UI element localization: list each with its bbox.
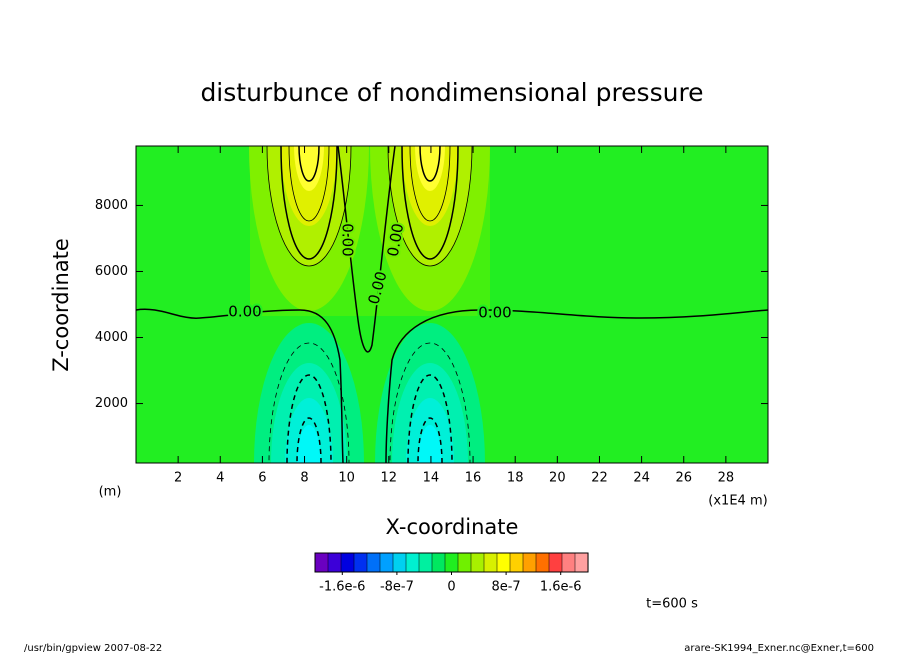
- colorbar-tick-label: 0: [447, 580, 455, 595]
- colorbar-swatch: [548, 552, 563, 573]
- colorbar-swatch: [483, 552, 498, 573]
- colorbar-swatch: [314, 552, 329, 573]
- y-tick-label: 4000: [95, 330, 128, 345]
- footer-right: arare-SK1994_Exner.nc@Exner,t=600: [684, 643, 874, 654]
- colorbar-swatch: [405, 552, 420, 573]
- colorbar-swatch: [444, 552, 459, 573]
- footer-left: /usr/bin/gpview 2007-08-22: [24, 643, 162, 654]
- x-tick-label: 20: [549, 471, 566, 486]
- plot-frame: [135, 145, 769, 464]
- colorbar-swatch: [392, 552, 407, 573]
- x-tick-label: 14: [423, 471, 440, 486]
- colorbar-swatch: [366, 552, 381, 573]
- colorbar-swatch: [353, 552, 368, 573]
- colorbar-swatch: [379, 552, 394, 573]
- x-tick-label: 12: [381, 471, 398, 486]
- x-tick-label: 16: [465, 471, 482, 486]
- contour-field: [136, 146, 768, 463]
- x-tick-label: 24: [633, 471, 650, 486]
- x-tick-label: 2: [174, 471, 182, 486]
- x-tick-label: 10: [338, 471, 355, 486]
- x-axis-label: X-coordinate: [386, 515, 519, 539]
- x-unit: (m): [99, 485, 122, 500]
- contour-label: 0.00: [478, 304, 511, 322]
- x-scale-label: (x1E4 m): [708, 494, 767, 509]
- colorbar-tick-label: 1.6e-6: [540, 580, 582, 595]
- x-tick-label: 6: [258, 471, 266, 486]
- y-tick-label: 8000: [95, 198, 128, 213]
- colorbar-swatch: [418, 552, 433, 573]
- y-tick-label: 6000: [95, 264, 128, 279]
- x-tick-label: 28: [718, 471, 735, 486]
- colorbar-tick-label: -1.6e-6: [319, 580, 365, 595]
- y-tick-label: 2000: [95, 396, 128, 411]
- colorbar-swatch: [431, 552, 446, 573]
- colorbar-swatch: [535, 552, 550, 573]
- colorbar-swatch: [340, 552, 355, 573]
- colorbar-tick-label: -8e-7: [380, 580, 414, 595]
- contour-label: 0.00: [339, 223, 357, 256]
- colorbar-swatch: [509, 552, 524, 573]
- colorbar-swatch: [561, 552, 576, 573]
- colorbar-swatch: [327, 552, 342, 573]
- time-label: t=600 s: [646, 597, 698, 612]
- x-tick-label: 8: [300, 471, 308, 486]
- chart-title: disturbunce of nondimensional pressure: [200, 78, 703, 107]
- x-tick-label: 22: [591, 471, 608, 486]
- colorbar-tick-label: 8e-7: [491, 580, 520, 595]
- colorbar-swatch: [522, 552, 537, 573]
- colorbar-swatch: [470, 552, 485, 573]
- contour-label: 0.00: [228, 303, 261, 321]
- colorbar-swatch: [496, 552, 511, 573]
- x-tick-label: 26: [675, 471, 692, 486]
- colorbar-swatch: [574, 552, 589, 573]
- x-tick-label: 4: [216, 471, 224, 486]
- y-axis-label: Z-coordinate: [49, 238, 73, 372]
- colorbar-swatch: [457, 552, 472, 573]
- x-tick-label: 18: [507, 471, 524, 486]
